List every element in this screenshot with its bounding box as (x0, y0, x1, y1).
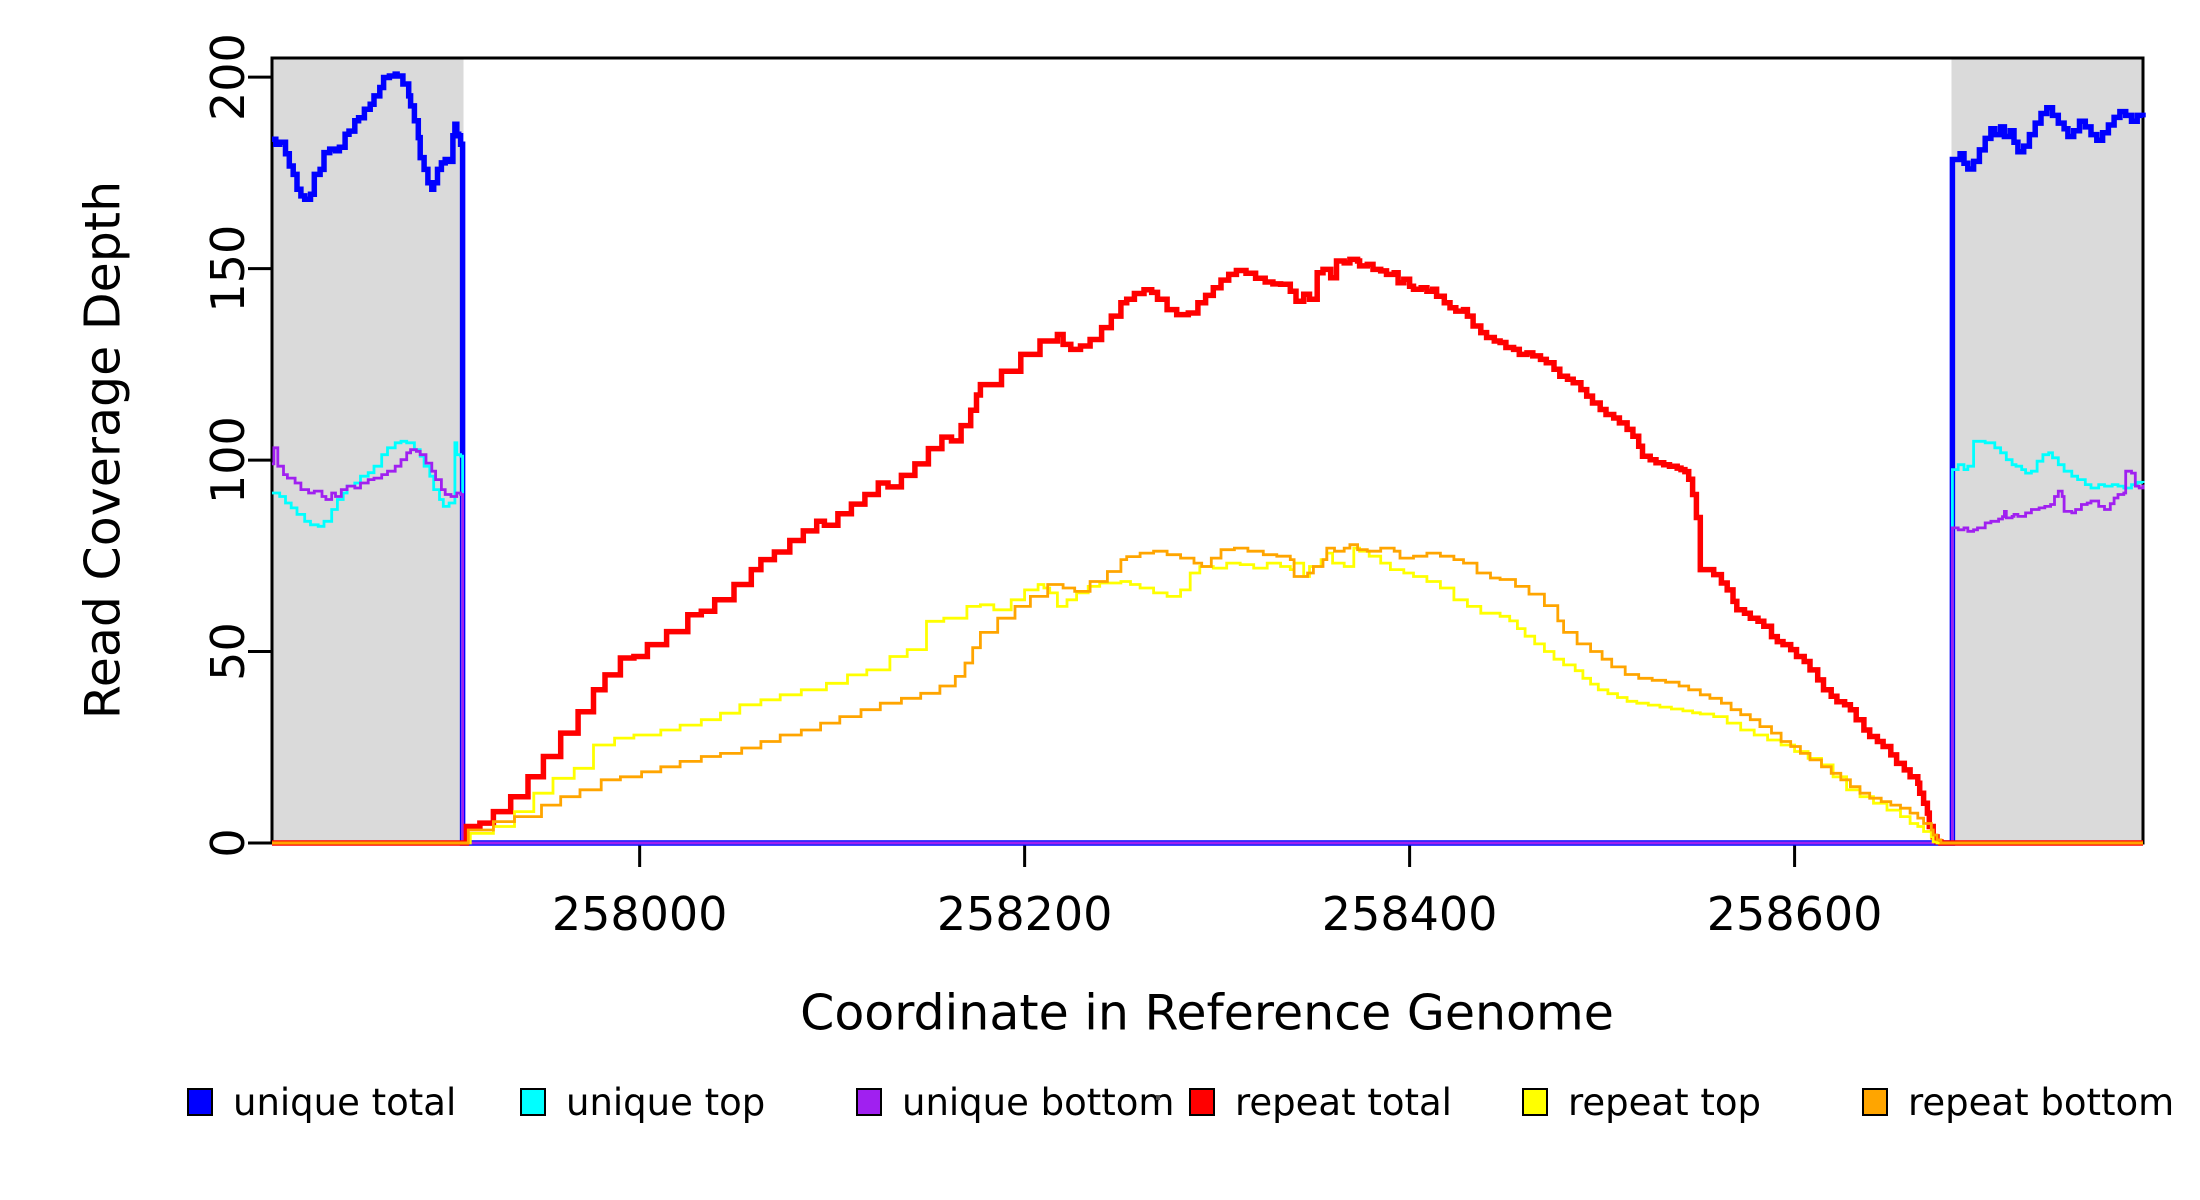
legend-swatch-icon (1522, 1088, 1548, 1116)
y-axis-title: Read Coverage Depth (74, 180, 132, 720)
legend-label: unique total (233, 1081, 457, 1124)
series-line-unique-top (272, 439, 2145, 845)
series-line-repeat-total (272, 256, 2143, 846)
stray-dot (1156, 1095, 1160, 1100)
legend-swatch-icon (856, 1088, 882, 1116)
legend-label: unique bottom (902, 1081, 1175, 1124)
y-tick-label: 0 (201, 828, 255, 857)
y-tick-label: 150 (201, 225, 255, 313)
x-tick-label: 258200 (937, 887, 1113, 941)
legend-label: unique top (566, 1081, 766, 1124)
shaded-region (1951, 58, 2143, 843)
x-axis-title: Coordinate in Reference Genome (800, 984, 1614, 1042)
y-tick-label: 100 (201, 416, 255, 504)
legend-swatch-icon (1862, 1088, 1888, 1116)
y-tick-label: 200 (201, 33, 255, 121)
series-line-unique-bottom (272, 446, 2145, 845)
legend-swatch-icon (1189, 1088, 1215, 1116)
legend-swatch-icon (187, 1088, 213, 1116)
series-line-unique-total (272, 71, 2146, 846)
series-line-repeat-bottom (272, 543, 2143, 845)
legend-swatch-icon (520, 1088, 546, 1116)
x-tick-label: 258400 (1322, 887, 1498, 941)
x-tick-label: 258600 (1707, 887, 1883, 941)
y-tick-label: 50 (201, 622, 255, 681)
x-tick-label: 258000 (552, 887, 728, 941)
series-line-repeat-top (272, 546, 2143, 845)
legend-label: repeat bottom (1908, 1081, 2175, 1124)
legend-label: repeat total (1235, 1081, 1452, 1124)
legend-label: repeat top (1568, 1081, 1761, 1124)
